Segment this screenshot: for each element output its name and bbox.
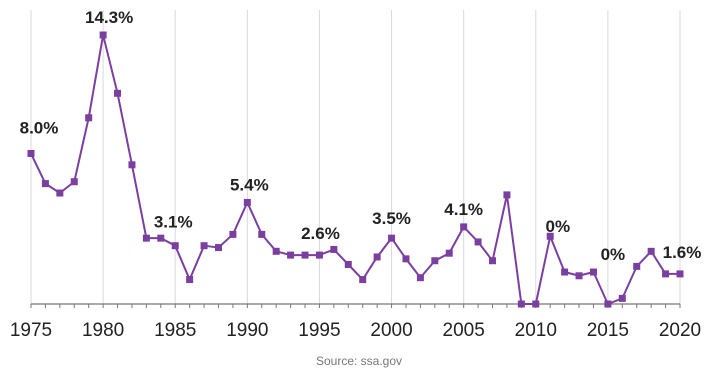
data-point-2007	[489, 257, 497, 265]
data-point-1978	[70, 178, 78, 186]
data-point-2001	[402, 255, 410, 263]
data-point-2006	[474, 238, 482, 246]
data-point-1989	[229, 230, 237, 238]
data-point-1996	[330, 245, 338, 253]
data-point-1980	[99, 31, 107, 39]
x-tick-label-1985: 1985	[154, 320, 196, 341]
data-label-1975: 8.0%	[20, 119, 59, 138]
data-point-2020	[676, 270, 684, 278]
data-point-1988	[214, 244, 222, 252]
data-point-2005	[460, 223, 468, 231]
data-point-1993	[287, 251, 295, 259]
source-note: Source: ssa.gov	[316, 354, 402, 368]
x-tick-label-2020: 2020	[659, 320, 701, 341]
data-point-2004	[445, 249, 453, 257]
data-point-2019	[662, 270, 670, 278]
data-point-2010	[532, 300, 540, 308]
data-point-1994	[301, 251, 309, 259]
data-label-2010: 0%	[545, 217, 570, 236]
x-tick-label-2010: 2010	[515, 320, 557, 341]
data-point-2012	[561, 268, 569, 276]
data-point-1979	[85, 114, 93, 122]
data-label-1990: 5.4%	[230, 175, 269, 194]
data-labels: 8.0% 14.3% 3.1% 5.4% 2.6% 3.5% 4.1% 0% 0% 1.6%	[20, 8, 702, 264]
data-point-1987	[200, 242, 208, 250]
data-point-2013	[575, 272, 583, 280]
data-point-2008	[503, 191, 511, 199]
series	[27, 31, 684, 308]
x-tick-label-1990: 1990	[226, 320, 268, 341]
data-point-2002	[416, 274, 424, 282]
data-point-2015	[604, 300, 612, 308]
x-tick-label-1980: 1980	[82, 320, 124, 341]
data-label-1980: 14.3%	[85, 8, 133, 27]
data-point-1982	[128, 161, 136, 169]
data-point-1991	[258, 230, 266, 238]
data-label-2020: 1.6%	[663, 243, 702, 262]
data-label-1985: 3.1%	[154, 213, 193, 232]
data-point-1981	[114, 89, 122, 97]
data-point-1976	[41, 180, 49, 188]
x-tick-label-1995: 1995	[298, 320, 340, 341]
data-point-1975	[27, 150, 35, 158]
x-tick-label-2000: 2000	[370, 320, 412, 341]
x-tick-label-1975: 1975	[10, 320, 52, 341]
data-label-2000: 3.5%	[372, 209, 411, 228]
data-point-2018	[647, 247, 655, 255]
data-point-1999	[373, 253, 381, 261]
data-point-1986	[186, 276, 194, 284]
data-point-1997	[344, 260, 352, 268]
data-label-2005: 4.1%	[444, 200, 483, 219]
series-line-0	[30, 34, 680, 305]
data-point-2016	[618, 294, 626, 302]
data-point-1995	[315, 251, 323, 259]
data-point-1992	[272, 247, 280, 255]
data-point-1984	[157, 234, 165, 242]
data-point-2000	[388, 234, 396, 242]
grid	[30, 10, 681, 304]
data-point-1983	[142, 234, 150, 242]
data-label-2015: 0%	[601, 245, 626, 264]
data-point-1985	[171, 242, 179, 250]
data-point-1990	[243, 198, 251, 206]
x-tick-label-2005: 2005	[443, 320, 485, 341]
data-point-1977	[56, 189, 64, 197]
data-point-1998	[359, 276, 367, 284]
data-point-2014	[589, 268, 597, 276]
x-axis: 1975 1980 1985 1990 1995 2000 2005 2010 2015 2020	[10, 303, 701, 341]
x-tick-label-2015: 2015	[587, 320, 629, 341]
data-point-2003	[431, 257, 439, 265]
data-point-2009	[517, 300, 525, 308]
data-point-2011	[546, 232, 554, 240]
data-point-2017	[633, 262, 641, 270]
data-label-1995: 2.6%	[301, 224, 340, 243]
